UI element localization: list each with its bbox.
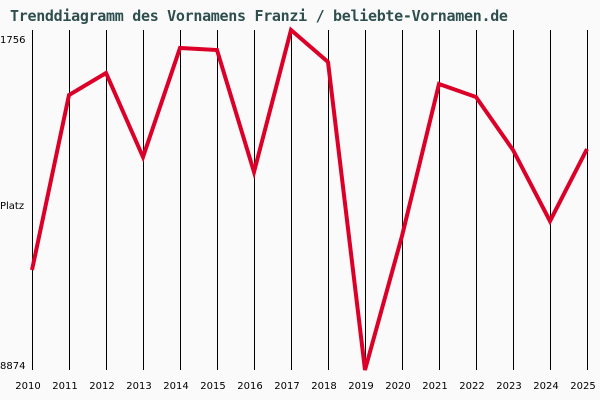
- x-label-2018: 2018: [311, 381, 337, 392]
- x-label-2014: 2014: [163, 381, 189, 392]
- x-label-2019: 2019: [348, 381, 374, 392]
- x-label-2020: 2020: [385, 381, 411, 392]
- x-label-2023: 2023: [496, 381, 522, 392]
- x-label-2025: 2025: [570, 381, 596, 392]
- y-axis-label: Platz: [0, 201, 25, 212]
- x-label-2013: 2013: [126, 381, 152, 392]
- x-label-2010: 2010: [15, 381, 41, 392]
- x-label-2012: 2012: [89, 381, 115, 392]
- x-label-2022: 2022: [459, 381, 485, 392]
- x-label-2017: 2017: [274, 381, 300, 392]
- trend-line: [30, 26, 589, 371]
- chart-title: Trenddiagramm des Vornamens Franzi / bel…: [10, 7, 508, 25]
- vertical-gridlines: [32, 30, 588, 370]
- y-axis-top-label: 1756: [0, 35, 26, 46]
- x-label-2011: 2011: [52, 381, 78, 392]
- x-label-2024: 2024: [533, 381, 559, 392]
- x-label-2016: 2016: [237, 381, 263, 392]
- y-axis-bottom-label: 8874: [0, 361, 26, 372]
- x-label-2021: 2021: [422, 381, 448, 392]
- x-label-2015: 2015: [200, 381, 226, 392]
